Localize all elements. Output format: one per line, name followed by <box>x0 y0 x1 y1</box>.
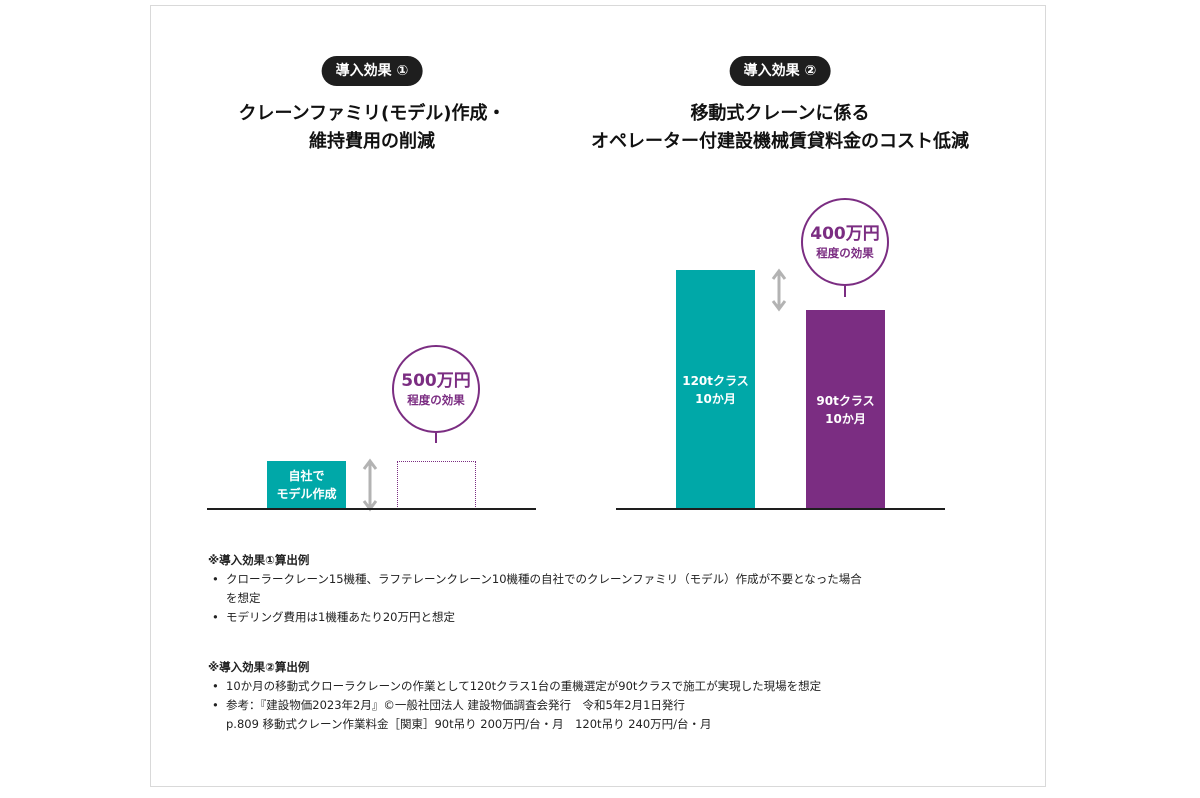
bar-90t-label2: 10か月 <box>825 411 866 426</box>
left-title: クレーンファミリ(モデル)作成・ 維持費用の削減 <box>238 100 505 156</box>
right-callout-stem <box>844 286 846 297</box>
bar-90t-label1: 90tクラス <box>816 393 875 408</box>
right-title-line1: 移動式クレーンに係る <box>690 103 870 124</box>
bar-own-model: 自社で モデル作成 <box>267 461 346 509</box>
bar-120t-label2: 10か月 <box>695 391 736 406</box>
notes2-item2: 参考：『建設物価2023年2月』©一般社団法人 建設物価調査会発行 令和5年2月… <box>208 696 821 715</box>
left-callout-stem <box>435 433 437 443</box>
notes2-title: ※導入効果②算出例 <box>208 660 310 674</box>
bar-120t-label1: 120tクラス <box>682 373 749 388</box>
bar-own-model-label2: モデル作成 <box>276 487 337 501</box>
figure-frame <box>150 5 1046 787</box>
left-callout-circle: 500万円 程度の効果 <box>392 345 480 433</box>
right-baseline <box>616 508 945 510</box>
left-baseline <box>207 508 536 510</box>
notes-section-2: ※導入効果②算出例 10か月の移動式クローラクレーンの作業として120tクラス1… <box>208 658 821 734</box>
right-title-line2: オペレーター付建設機械賃貸料金のコスト低減 <box>591 131 969 152</box>
left-callout-amount: 500万円 <box>401 371 471 391</box>
right-callout-circle: 400万円 程度の効果 <box>801 198 889 286</box>
bar-eliminated-dotted <box>397 461 476 509</box>
badge-effect-2: 導入効果 ② <box>729 56 831 86</box>
notes1-item1: クローラークレーン15機種、ラフテレーンクレーン10機種の自社でのクレーンファミ… <box>208 570 862 589</box>
right-callout-amount: 400万円 <box>810 224 880 244</box>
notes2-item1: 10か月の移動式クローラクレーンの作業として120tクラス1台の重機選定が90t… <box>208 677 821 696</box>
bar-120t: 120tクラス 10か月 <box>676 270 755 509</box>
right-title: 移動式クレーンに係る オペレーター付建設機械賃貸料金のコスト低減 <box>591 100 969 156</box>
notes2-item2-cont: p.809 移動式クレーン作業料金［関東］90t吊り 200万円/台・月 120… <box>226 717 712 731</box>
left-callout-sub: 程度の効果 <box>407 393 465 407</box>
bar-90t: 90tクラス 10か月 <box>806 310 885 509</box>
badge-effect-1: 導入効果 ① <box>321 56 423 86</box>
left-title-line1: クレーンファミリ(モデル)作成・ <box>238 103 506 124</box>
notes-section-1: ※導入効果①算出例 クローラークレーン15機種、ラフテレーンクレーン10機種の自… <box>208 551 862 627</box>
right-diff-arrow-icon <box>771 268 787 312</box>
right-callout-sub: 程度の効果 <box>816 246 874 260</box>
notes1-item1-cont: を想定 <box>226 591 261 605</box>
left-title-line2: 維持費用の削減 <box>308 131 435 152</box>
bar-own-model-label1: 自社で <box>288 469 325 483</box>
notes1-title: ※導入効果①算出例 <box>208 553 310 567</box>
notes1-item2: モデリング費用は1機種あたり20万円と想定 <box>208 608 862 627</box>
left-diff-arrow-icon <box>362 458 378 512</box>
